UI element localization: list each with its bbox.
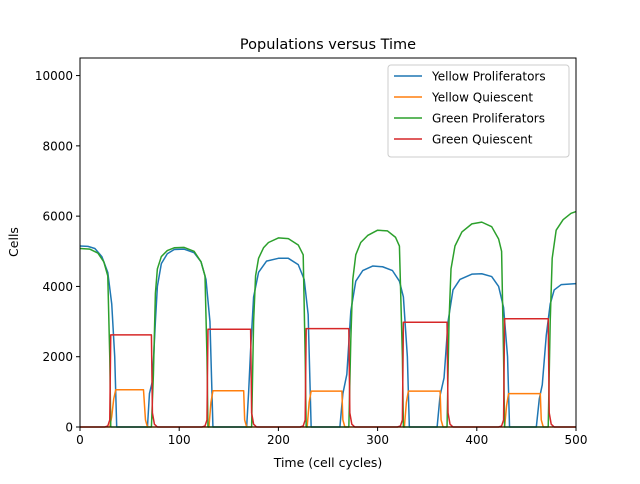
legend-label: Yellow Quiescent bbox=[431, 91, 533, 105]
y-axis-label: Cells bbox=[6, 227, 21, 257]
axes-frame bbox=[79, 57, 577, 428]
y-tick-label: 2000 bbox=[42, 350, 73, 364]
y-axis-ticks: 0 2000 4000 6000 8000 10000 bbox=[35, 69, 80, 435]
y-tick-label: 6000 bbox=[42, 210, 73, 224]
y-tick-label: 10000 bbox=[35, 69, 73, 83]
chart-title: Populations versus Time bbox=[240, 37, 416, 53]
x-tick-label: 100 bbox=[168, 433, 191, 447]
series-line-4 bbox=[80, 318, 576, 428]
legend-box bbox=[387, 64, 570, 158]
legend: Yellow Proliferators Yellow Quiescent Gree… bbox=[387, 64, 570, 158]
y-tick-label: 0 bbox=[65, 421, 73, 435]
x-axis-label: Time (cell cycles) bbox=[273, 455, 383, 470]
legend-label: Green Proliferators bbox=[432, 112, 545, 126]
x-axis-ticks: 0 100 200 300 400 500 bbox=[76, 427, 587, 447]
x-tick-label: 0 bbox=[76, 433, 84, 447]
x-tick-label: 200 bbox=[267, 433, 290, 447]
legend-label: Green Quiescent bbox=[432, 133, 533, 147]
x-tick-label: 400 bbox=[465, 433, 488, 447]
x-tick-label: 300 bbox=[366, 433, 389, 447]
x-tick-label: 500 bbox=[565, 433, 588, 447]
y-tick-label: 4000 bbox=[42, 280, 73, 294]
y-tick-label: 8000 bbox=[42, 139, 73, 153]
series-line-2 bbox=[80, 389, 576, 428]
legend-label: Yellow Proliferators bbox=[431, 70, 546, 84]
